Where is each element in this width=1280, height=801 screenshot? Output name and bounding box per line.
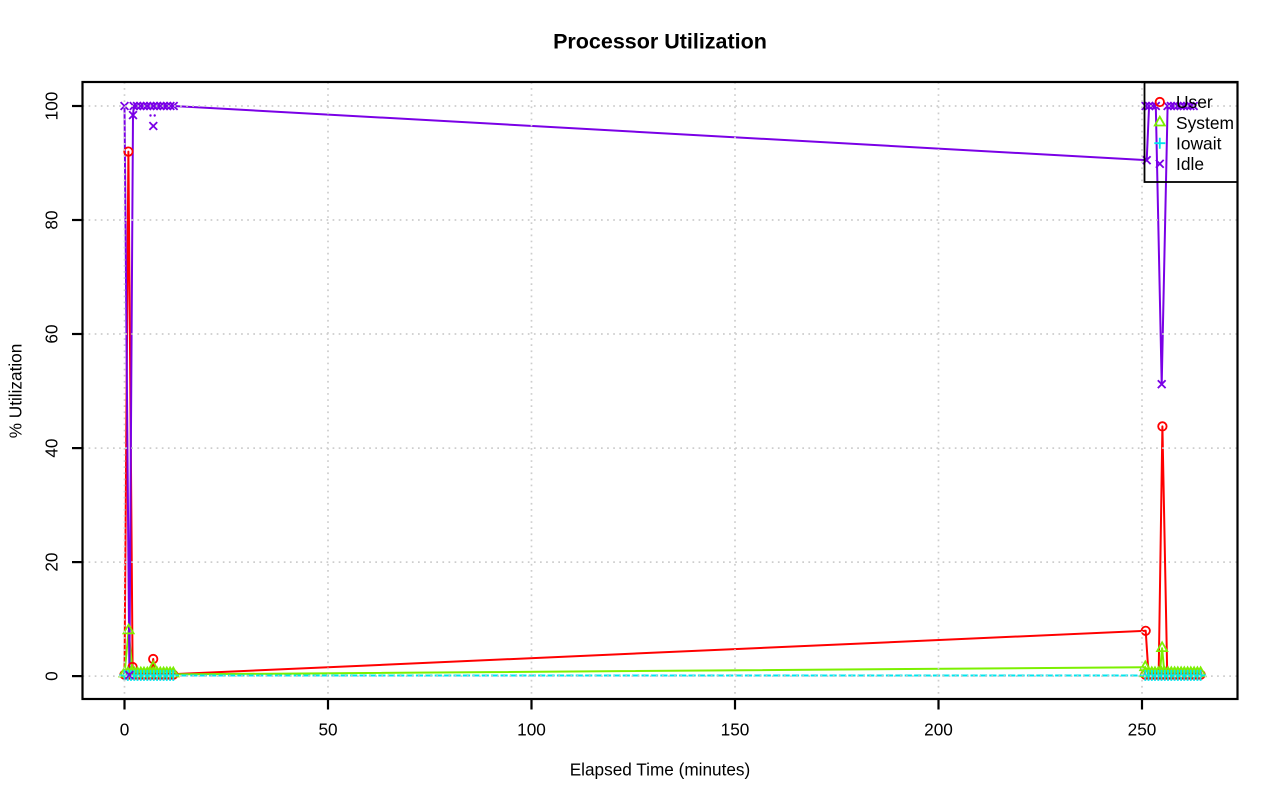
svg-text:% Utilization: % Utilization: [6, 344, 26, 439]
svg-text:200: 200: [924, 720, 953, 740]
svg-text:0: 0: [120, 720, 130, 740]
svg-text:Idle: Idle: [1176, 154, 1204, 174]
svg-text:0: 0: [42, 671, 62, 681]
svg-text:60: 60: [42, 324, 62, 343]
svg-text:40: 40: [42, 439, 62, 458]
svg-text:50: 50: [318, 720, 337, 740]
svg-text:System: System: [1176, 113, 1234, 133]
svg-text:Processor Utilization: Processor Utilization: [553, 30, 767, 54]
svg-text:Iowait: Iowait: [1176, 133, 1222, 153]
svg-text:20: 20: [42, 553, 62, 572]
svg-text:250: 250: [1128, 720, 1157, 740]
svg-text:150: 150: [721, 720, 750, 740]
svg-text:User: User: [1176, 92, 1213, 112]
svg-text:80: 80: [42, 210, 62, 229]
svg-text:100: 100: [517, 720, 546, 740]
svg-text:Elapsed Time (minutes): Elapsed Time (minutes): [570, 760, 751, 780]
svg-text:100: 100: [42, 92, 62, 121]
